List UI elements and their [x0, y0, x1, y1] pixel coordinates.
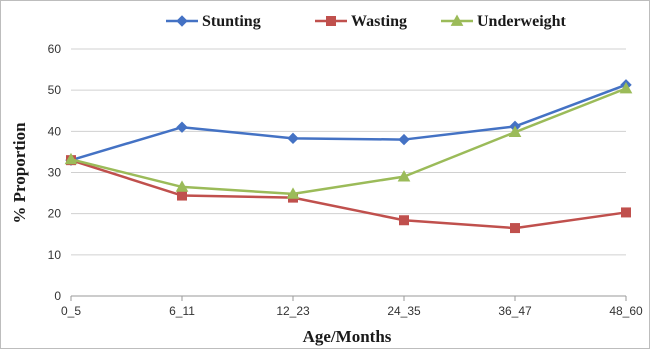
legend: Stunting Wasting Underweight	[166, 13, 567, 30]
point-stunting-12-23	[287, 132, 299, 145]
point-underweight-0-5	[64, 152, 78, 165]
legend-marker-triangle	[450, 14, 464, 26]
y-tick-label-30: 30	[48, 166, 62, 180]
point-stunting-24-35	[398, 133, 410, 146]
point-stunting-6-11	[176, 121, 188, 133]
point-underweight-48-60	[619, 81, 633, 94]
legend-item-wasting: Wasting	[315, 13, 407, 30]
x-tick-label-12-23: 12_23	[276, 304, 310, 318]
legend-label-wasting: Wasting	[351, 13, 407, 30]
y-tick-label-0: 0	[54, 289, 61, 303]
point-underweight-36-47	[508, 125, 522, 138]
y-tick-label-40: 40	[48, 124, 62, 138]
legend-label-underweight: Underweight	[477, 13, 567, 30]
y-tick-label-10: 10	[48, 248, 62, 262]
legend-marker-square	[326, 16, 336, 26]
legend-marker-diamond	[176, 15, 188, 27]
series-layer	[64, 79, 633, 234]
legend-label-stunting: Stunting	[202, 13, 261, 30]
point-wasting-36-47	[510, 223, 520, 234]
x-tick-label-36-47: 36_47	[498, 304, 532, 318]
point-underweight-6-11	[175, 180, 189, 192]
gridlines	[71, 48, 626, 297]
y-tick-label-20: 20	[48, 207, 62, 221]
x-tick-label-24-35: 24_35	[387, 304, 421, 318]
series-line-stunting	[70, 83, 627, 162]
point-wasting-48-60	[621, 207, 631, 218]
series-line-underweight	[70, 87, 627, 196]
series-wasting	[66, 155, 631, 234]
legend-item-underweight: Underweight	[441, 13, 567, 30]
x-tick-label-48-60: 48_60	[609, 304, 643, 318]
point-wasting-6-11	[177, 190, 187, 201]
y-tick-label-50: 50	[48, 83, 62, 97]
point-underweight-24-35	[397, 170, 411, 182]
x-tick-label-6-11: 6_11	[169, 304, 195, 318]
x-axis-ticks: 0_5 6_11 12_23 24_35 36_47 48_60	[61, 296, 643, 318]
point-underweight-12-23	[286, 187, 300, 199]
series-underweight	[64, 81, 633, 199]
legend-item-stunting: Stunting	[166, 13, 261, 30]
series-line-wasting	[70, 158, 627, 230]
x-tick-label-0-5: 0_5	[61, 304, 81, 318]
point-wasting-24-35	[399, 215, 409, 226]
y-tick-label-60: 60	[48, 42, 62, 56]
y-axis-ticks: 0 10 20 30 40 50 60	[48, 42, 62, 303]
x-axis-title: Age/Months	[303, 327, 392, 346]
series-stunting	[65, 79, 632, 166]
y-axis-title: % Proportion	[10, 122, 29, 224]
